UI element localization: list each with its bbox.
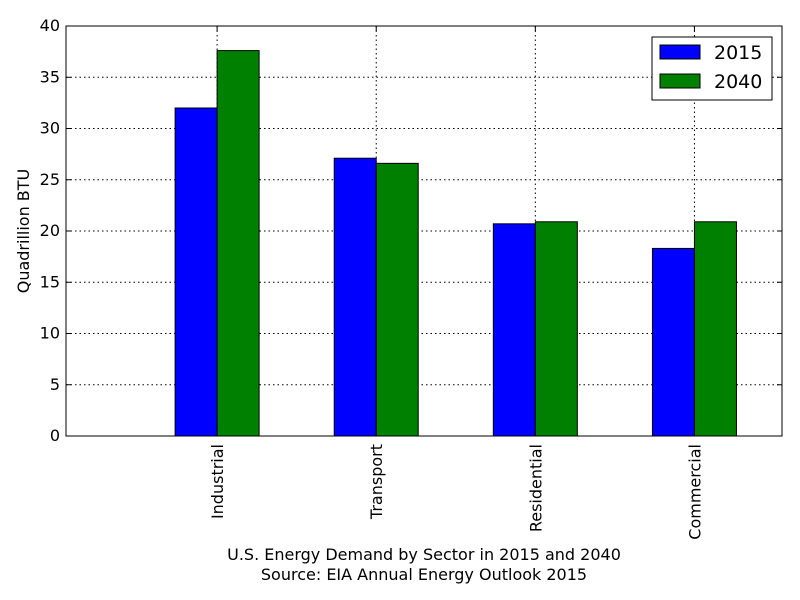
y-tick-label: 20 [40, 221, 60, 240]
legend-swatch-2040 [659, 73, 701, 89]
bar-residential-2015 [492, 223, 536, 437]
y-tick-label: 40 [40, 16, 60, 35]
x-tick-label-commercial: Commercial [685, 444, 704, 540]
bar-transport-2015 [333, 157, 377, 437]
y-axis-ticks: 0 5 10 15 20 25 30 35 40 [40, 16, 782, 445]
y-tick-label: 35 [40, 67, 60, 86]
legend-swatch-2015 [659, 44, 701, 60]
bar-industrial-2015 [174, 107, 218, 437]
y-tick-label: 15 [40, 272, 60, 291]
y-tick-label: 5 [50, 375, 60, 394]
x-tick-label-industrial: Industrial [208, 444, 227, 519]
y-tick-label: 0 [50, 426, 60, 445]
y-tick-label: 10 [40, 324, 60, 343]
x-tick-label-residential: Residential [526, 444, 545, 532]
legend: 2015 2040 [651, 36, 773, 101]
bar-commercial-2015 [651, 247, 695, 437]
x-axis-ticks: Industrial Transport Residential Commercial [208, 26, 704, 540]
bar-residential-2040 [534, 221, 578, 437]
x-tick-label-transport: Transport [367, 444, 386, 520]
y-tick-label: 25 [40, 170, 60, 189]
legend-label-2040: 2040 [714, 71, 762, 93]
x-axis-label-line-1: U.S. Energy Demand by Sector in 2015 and… [227, 545, 621, 564]
bar-industrial-2040 [216, 50, 260, 437]
legend-label-2015: 2015 [714, 42, 762, 64]
x-axis-label-line-2: Source: EIA Annual Energy Outlook 2015 [261, 565, 587, 584]
y-tick-label: 30 [40, 119, 60, 138]
bars [174, 50, 737, 437]
y-axis-label: Quadrillion BTU [14, 169, 33, 294]
bar-transport-2040 [375, 162, 419, 437]
bar-commercial-2040 [693, 221, 737, 437]
